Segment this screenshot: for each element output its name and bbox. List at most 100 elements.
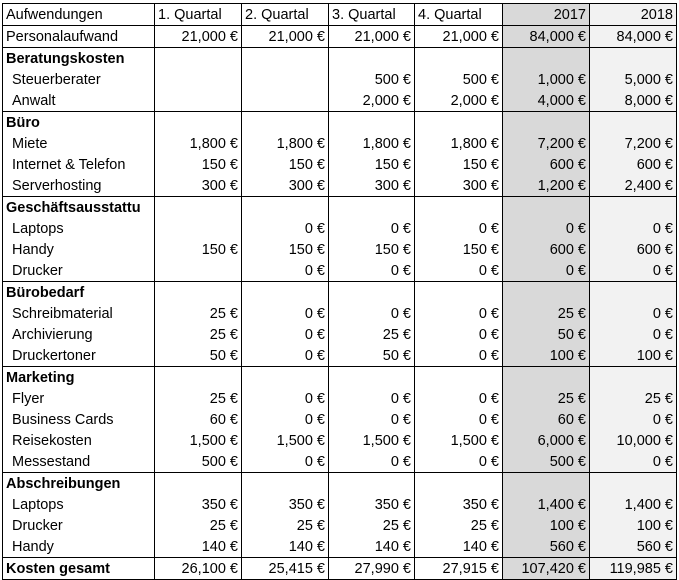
quarter-cell: 150 € <box>241 239 329 260</box>
year-total-cell: 50 € <box>502 324 590 345</box>
year-total-cell <box>502 196 590 218</box>
quarter-cell <box>328 196 415 218</box>
row-label: Kosten gesamt <box>2 557 155 580</box>
quarter-cell: 150 € <box>328 239 415 260</box>
quarter-cell <box>241 281 329 303</box>
year-total-cell: 100 € <box>589 345 677 367</box>
row-label: Messestand <box>2 451 155 473</box>
quarter-cell: 25 € <box>154 303 242 324</box>
quarter-cell: 25 € <box>241 515 329 536</box>
row-label: Anwalt <box>2 90 155 112</box>
quarter-cell: 300 € <box>328 175 415 197</box>
year-total-cell: 1,400 € <box>589 494 677 515</box>
row-label: Archivierung <box>2 324 155 345</box>
year-total-cell: 1,400 € <box>502 494 590 515</box>
quarter-cell: 0 € <box>328 409 415 430</box>
section-row: Abschreibungen <box>2 472 677 494</box>
year-total-cell: 0 € <box>589 451 677 473</box>
expense-table-body: Aufwendungen 1. Quartal 2. Quartal 3. Quart… <box>2 3 677 580</box>
row-label: Miete <box>2 133 155 154</box>
quarter-cell <box>154 47 242 69</box>
quarter-cell: 1,800 € <box>154 133 242 154</box>
year-total-cell: 100 € <box>502 345 590 367</box>
quarter-cell <box>328 111 415 133</box>
quarter-cell: 150 € <box>154 154 242 175</box>
section-row: Geschäftsausstattu <box>2 196 677 218</box>
year-total-cell: 0 € <box>589 218 677 239</box>
year-total-cell <box>502 366 590 388</box>
quarter-cell: 50 € <box>328 345 415 367</box>
quarter-cell <box>414 111 503 133</box>
year-total-cell: 107,420 € <box>502 557 590 580</box>
quarter-cell: 0 € <box>241 345 329 367</box>
year-total-cell: 0 € <box>589 324 677 345</box>
quarter-cell: 0 € <box>328 388 415 409</box>
column-header: 2. Quartal <box>241 3 329 26</box>
year-total-cell: 84,000 € <box>502 25 590 48</box>
quarter-cell <box>154 90 242 112</box>
quarter-cell <box>241 196 329 218</box>
quarter-cell <box>414 196 503 218</box>
year-total-cell <box>589 47 677 69</box>
total-row: Kosten gesamt 26,100 €25,415 €27,990 €27,… <box>2 557 677 580</box>
quarter-cell: 0 € <box>328 218 415 239</box>
column-header: 1. Quartal <box>154 3 242 26</box>
quarter-cell <box>241 472 329 494</box>
quarter-cell: 1,800 € <box>414 133 503 154</box>
row-label: Serverhosting <box>2 175 155 197</box>
quarter-cell <box>154 260 242 282</box>
quarter-cell: 500 € <box>154 451 242 473</box>
quarter-cell <box>241 366 329 388</box>
year-total-cell: 600 € <box>502 154 590 175</box>
row-label: Druckertoner <box>2 345 155 367</box>
quarter-cell: 0 € <box>241 324 329 345</box>
column-header: 4. Quartal <box>414 3 503 26</box>
row-label: Drucker <box>2 515 155 536</box>
quarter-cell <box>328 281 415 303</box>
quarter-cell: 27,915 € <box>414 557 503 580</box>
year-total-cell: 119,985 € <box>589 557 677 580</box>
year-total-cell: 0 € <box>589 260 677 282</box>
year-total-cell: 1,200 € <box>502 175 590 197</box>
table-row: Archivierung 25 €0 €25 €0 €50 €0 € <box>2 324 677 345</box>
table-row: Drucker 0 €0 €0 €0 €0 € <box>2 260 677 282</box>
quarter-cell <box>414 472 503 494</box>
table-row: Laptops 350 €350 €350 €350 €1,400 €1,400 … <box>2 494 677 515</box>
quarter-cell: 350 € <box>241 494 329 515</box>
year-total-cell: 100 € <box>502 515 590 536</box>
table-row: Handy 140 €140 €140 €140 €560 €560 € <box>2 536 677 558</box>
quarter-cell <box>154 69 242 90</box>
quarter-cell: 60 € <box>154 409 242 430</box>
section-label: Geschäftsausstattu <box>2 196 155 218</box>
row-label: Drucker <box>2 260 155 282</box>
year-total-cell <box>589 111 677 133</box>
quarter-cell: 150 € <box>414 154 503 175</box>
year-total-cell: 0 € <box>502 260 590 282</box>
year-total-cell: 25 € <box>502 388 590 409</box>
table-row: Reisekosten 1,500 €1,500 €1,500 €1,500 €6… <box>2 430 677 451</box>
quarter-cell: 350 € <box>154 494 242 515</box>
row-label: Internet & Telefon <box>2 154 155 175</box>
year-total-cell <box>502 472 590 494</box>
quarter-cell: 1,800 € <box>241 133 329 154</box>
quarter-cell: 1,500 € <box>414 430 503 451</box>
section-row: Marketing <box>2 366 677 388</box>
quarter-cell <box>241 69 329 90</box>
quarter-cell: 500 € <box>328 69 415 90</box>
year-total-cell: 5,000 € <box>589 69 677 90</box>
section-label: Büro <box>2 111 155 133</box>
quarter-cell: 140 € <box>414 536 503 558</box>
quarter-cell: 0 € <box>414 451 503 473</box>
expense-table: Aufwendungen 1. Quartal 2. Quartal 3. Quart… <box>2 3 677 580</box>
quarter-cell <box>154 218 242 239</box>
table-row: Drucker 25 €25 €25 €25 €100 €100 € <box>2 515 677 536</box>
quarter-cell <box>414 47 503 69</box>
table-row: Internet & Telefon 150 €150 €150 €150 €60… <box>2 154 677 175</box>
quarter-cell <box>241 47 329 69</box>
quarter-cell: 0 € <box>241 303 329 324</box>
year-total-cell: 10,000 € <box>589 430 677 451</box>
table-row: Laptops 0 €0 €0 €0 €0 € <box>2 218 677 239</box>
year-total-cell: 25 € <box>589 388 677 409</box>
table-row: Steuerberater 500 €500 €1,000 €5,000 € <box>2 69 677 90</box>
row-label: Reisekosten <box>2 430 155 451</box>
